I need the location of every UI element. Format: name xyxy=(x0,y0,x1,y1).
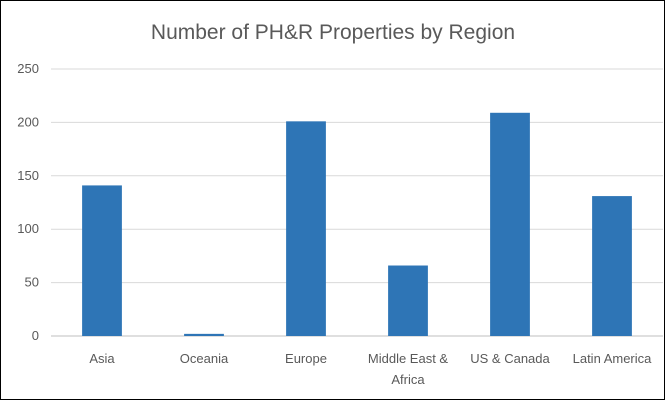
y-tick-label: 200 xyxy=(17,114,39,129)
bar-latin-america xyxy=(592,196,632,336)
x-category-label-line: US & Canada xyxy=(470,351,550,366)
y-axis-ticks: 0 50 100 150 200 250 xyxy=(17,61,39,343)
bars xyxy=(82,112,632,337)
y-tick-label: 250 xyxy=(17,61,39,76)
x-category-label-line: Oceania xyxy=(180,351,229,366)
x-category-label: Oceania xyxy=(180,351,229,366)
x-category-label: Europe xyxy=(285,351,327,366)
bar-asia xyxy=(82,185,122,336)
bar-europe xyxy=(286,121,326,336)
bar-oceania xyxy=(184,333,224,336)
y-tick-label: 0 xyxy=(32,328,39,343)
x-axis-labels: Asia Oceania Europe Middle East & Africa US &… xyxy=(89,351,652,387)
x-category-label-line: Asia xyxy=(89,351,115,366)
x-category-label: US & Canada xyxy=(470,351,550,366)
x-category-label: Middle East & Africa xyxy=(368,351,449,387)
y-tick-label: 100 xyxy=(17,221,39,236)
bar-us-canada xyxy=(490,112,530,337)
y-tick-label: 150 xyxy=(17,168,39,183)
x-category-label-line: Latin America xyxy=(573,351,653,366)
x-category-label-line: Africa xyxy=(391,372,425,387)
y-tick-label: 50 xyxy=(25,275,39,290)
x-category-label: Asia xyxy=(89,351,115,366)
x-category-label-line: Middle East & xyxy=(368,351,449,366)
x-category-label: Latin America xyxy=(573,351,653,366)
x-category-label-line: Europe xyxy=(285,351,327,366)
gridlines xyxy=(51,68,663,337)
chart-title: Number of PH&R Properties by Region xyxy=(151,21,515,44)
bar-middle-east-africa xyxy=(388,265,428,336)
